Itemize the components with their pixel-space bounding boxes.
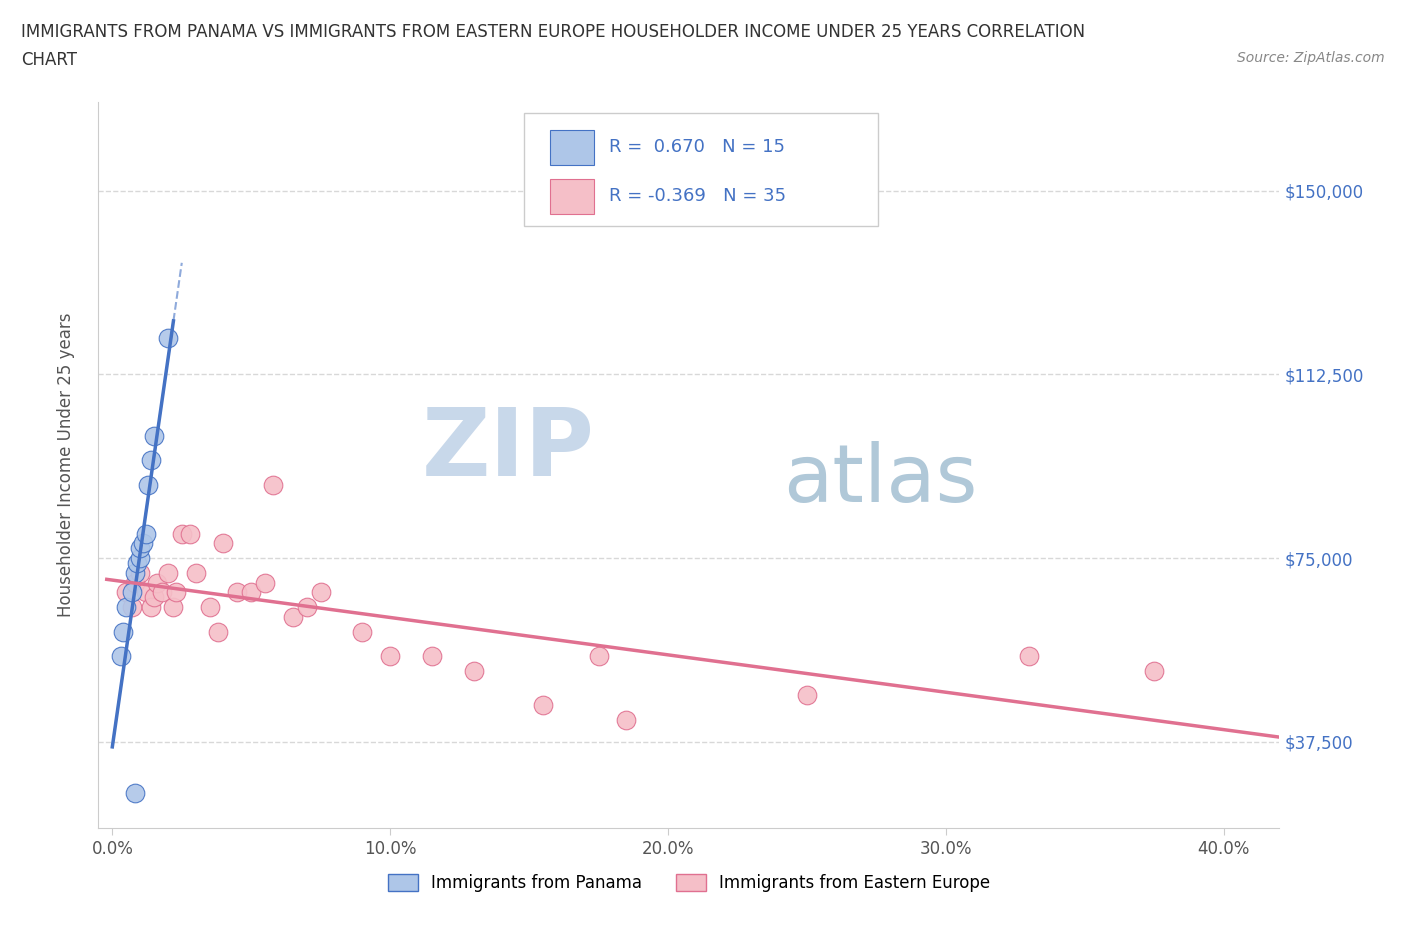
Point <box>170 526 193 541</box>
Text: IMMIGRANTS FROM PANAMA VS IMMIGRANTS FROM EASTERN EUROPE HOUSEHOLDER INCOME UNDE: IMMIGRANTS FROM PANAMA VS IMMIGRANTS FRO… <box>21 23 1085 41</box>
Point <box>198 600 221 615</box>
Point <box>165 585 187 600</box>
Point <box>124 575 146 590</box>
Point <box>146 575 169 590</box>
Text: R =  0.670   N = 15: R = 0.670 N = 15 <box>609 139 785 156</box>
Point <box>143 590 166 604</box>
Point <box>156 330 179 345</box>
Point <box>281 609 304 624</box>
Point <box>121 600 143 615</box>
Point <box>132 536 155 551</box>
Point <box>263 477 285 492</box>
Point <box>380 649 402 664</box>
Point <box>135 585 157 600</box>
Point <box>115 600 138 615</box>
Point <box>254 575 277 590</box>
Point <box>295 600 318 615</box>
Point <box>138 477 160 492</box>
Text: atlas: atlas <box>783 441 977 519</box>
Point <box>129 551 152 565</box>
Point <box>127 555 149 570</box>
Point <box>129 565 152 580</box>
Point <box>212 536 235 551</box>
Y-axis label: Householder Income Under 25 years: Householder Income Under 25 years <box>56 312 75 618</box>
Point <box>463 663 485 678</box>
Point <box>141 600 163 615</box>
Point <box>226 585 249 600</box>
FancyBboxPatch shape <box>523 113 877 226</box>
Point <box>150 585 173 600</box>
Text: ZIP: ZIP <box>422 405 595 497</box>
Text: Source: ZipAtlas.com: Source: ZipAtlas.com <box>1237 51 1385 65</box>
Text: CHART: CHART <box>21 51 77 69</box>
Point <box>616 712 638 727</box>
Text: R = -0.369   N = 35: R = -0.369 N = 35 <box>609 187 786 206</box>
Point <box>796 688 818 703</box>
Point <box>162 600 184 615</box>
Point <box>420 649 443 664</box>
FancyBboxPatch shape <box>550 179 595 214</box>
Point <box>110 649 132 664</box>
Point <box>240 585 263 600</box>
Point <box>588 649 610 664</box>
Point <box>179 526 201 541</box>
Point <box>184 565 207 580</box>
Point <box>1018 649 1040 664</box>
Point <box>352 624 374 639</box>
Point <box>121 585 143 600</box>
Point <box>309 585 332 600</box>
Point <box>156 565 179 580</box>
Point <box>129 541 152 556</box>
Point <box>1143 663 1166 678</box>
Point <box>135 526 157 541</box>
Point <box>124 565 146 580</box>
Point <box>124 786 146 801</box>
Legend: Immigrants from Panama, Immigrants from Eastern Europe: Immigrants from Panama, Immigrants from … <box>381 868 997 899</box>
Point <box>207 624 229 639</box>
Point <box>141 453 163 468</box>
Point <box>143 428 166 443</box>
Point <box>115 585 138 600</box>
Point <box>531 698 554 712</box>
Point <box>112 624 135 639</box>
FancyBboxPatch shape <box>550 130 595 165</box>
